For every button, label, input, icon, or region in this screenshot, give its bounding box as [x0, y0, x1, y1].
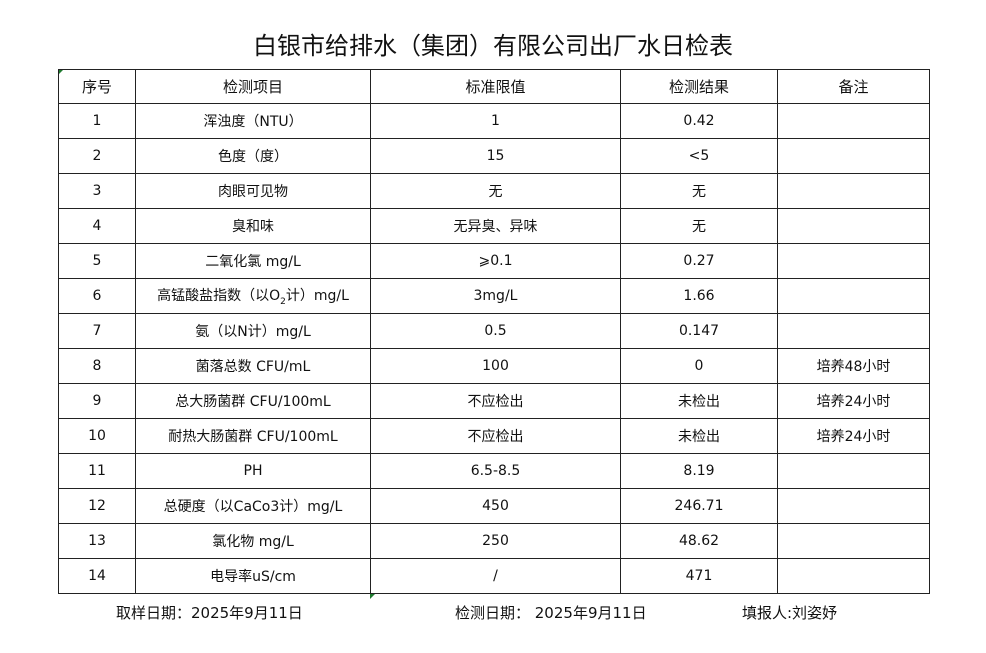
cell-text: 高锰酸盐指数（以O	[157, 288, 281, 305]
table-cell: 3	[58, 173, 136, 209]
table-cell: 1	[58, 103, 136, 139]
table-cell: 色度（度）	[135, 138, 371, 174]
table-cell: 1.66	[620, 278, 778, 314]
page-title: 白银市给排水（集团）有限公司出厂水日检表	[253, 32, 733, 60]
table-cell: 无异臭、异味	[370, 208, 621, 244]
table-cell	[777, 243, 930, 279]
table-cell: 11	[58, 453, 136, 489]
table-cell: 0	[620, 348, 778, 384]
table-cell: 总硬度（以CaCo3计）mg/L	[135, 488, 371, 524]
table-cell	[777, 488, 930, 524]
table-cell: /	[370, 558, 621, 594]
table-cell: 6.5-8.5	[370, 453, 621, 489]
table-row: 6 高锰酸盐指数（以O2计）mg/L 3mg/L 1.66	[58, 278, 930, 314]
table-cell: 12	[58, 488, 136, 524]
table-cell: 培养48小时	[777, 348, 930, 384]
table-cell	[777, 278, 930, 314]
table-cell	[777, 103, 930, 139]
table-row: 4 臭和味 无异臭、异味无	[58, 208, 930, 244]
table-cell: 总大肠菌群 CFU/100mL	[135, 383, 371, 419]
table-cell: <5	[620, 138, 778, 174]
column-header: 检测结果	[620, 69, 778, 104]
table-row: 2 色度（度） 15 <5	[58, 138, 930, 174]
table-cell: 100	[370, 348, 621, 384]
table-row: 9 总大肠菌群 CFU/100mL 不应检出 未检出 培养24小时	[58, 383, 930, 419]
table-cell	[777, 173, 930, 209]
table-cell: 氨（以N计）mg/L	[135, 313, 371, 349]
table-cell: 13	[58, 523, 136, 559]
table-cell: 10	[58, 418, 136, 454]
table-cell: 246.71	[620, 488, 778, 524]
table-cell	[777, 208, 930, 244]
cell-text: 2	[280, 296, 286, 307]
table-cell: 臭和味	[135, 208, 371, 244]
table-cell: 培养24小时	[777, 383, 930, 419]
table-cell: 不应检出	[370, 383, 621, 419]
table-cell: 0.42	[620, 103, 778, 139]
cell-marker	[370, 593, 376, 599]
table-cell: 0.147	[620, 313, 778, 349]
table-cell: 450	[370, 488, 621, 524]
table-cell: 不应检出	[370, 418, 621, 454]
column-header: 备注	[777, 69, 930, 104]
table-cell: 未检出	[620, 418, 778, 454]
test-date: 检测日期： 2025年9月11日	[455, 604, 647, 622]
table-cell: 15	[370, 138, 621, 174]
table-cell: 培养24小时	[777, 418, 930, 454]
table-cell: 无	[370, 173, 621, 209]
table-cell	[777, 558, 930, 594]
table-cell: 471	[620, 558, 778, 594]
reporter: 填报人:刘姿妤	[742, 604, 838, 622]
table-cell: 6	[58, 278, 136, 314]
inspection-table: 序号 检测项目 标准限值 检测结果 备注 1 浑浊度（NTU） 1 0.42 2 色度（度） 15 <5…	[58, 69, 930, 594]
table-cell: 7	[58, 313, 136, 349]
table-cell	[777, 313, 930, 349]
column-header: 序号	[58, 69, 136, 104]
table-cell: 9	[58, 383, 136, 419]
table-cell: 0.5	[370, 313, 621, 349]
table-row: 14 电导率uS/cm/471	[58, 558, 930, 594]
table-cell: 8.19	[620, 453, 778, 489]
table-cell: 未检出	[620, 383, 778, 419]
table-cell	[777, 453, 930, 489]
table-row: 12 总硬度（以CaCo3计）mg/L 450 246.71	[58, 488, 930, 524]
table-cell	[777, 138, 930, 174]
table-row: 7 氨（以N计）mg/L 0.5 0.147	[58, 313, 930, 349]
table-row: 3 肉眼可见物无无	[58, 173, 930, 209]
table-row: 13 氯化物 mg/L 250 48.62	[58, 523, 930, 559]
table-cell: 8	[58, 348, 136, 384]
table-row: 1 浑浊度（NTU） 1 0.42	[58, 103, 930, 139]
table-cell: 3mg/L	[370, 278, 621, 314]
table-header: 序号 检测项目 标准限值 检测结果 备注	[58, 69, 930, 104]
table-cell: 5	[58, 243, 136, 279]
sample-date: 取样日期：2025年9月11日	[116, 604, 303, 622]
cell-text: 计）mg/L	[285, 288, 349, 305]
table-row: 10 耐热大肠菌群 CFU/100mL 不应检出 未检出 培养24小时	[58, 418, 930, 454]
column-header: 检测项目	[135, 69, 371, 104]
table-cell: 2	[58, 138, 136, 174]
table-row: 8 菌落总数 CFU/mL 100 0 培养48小时	[58, 348, 930, 384]
table-cell: 14	[58, 558, 136, 594]
table-cell: 耐热大肠菌群 CFU/100mL	[135, 418, 371, 454]
table-cell: 电导率uS/cm	[135, 558, 371, 594]
table-cell: 菌落总数 CFU/mL	[135, 348, 371, 384]
table-cell: 高锰酸盐指数（以O2计）mg/L	[135, 278, 371, 314]
table-cell: 0.27	[620, 243, 778, 279]
table-cell: 250	[370, 523, 621, 559]
table-cell: PH	[135, 453, 371, 489]
table-cell	[777, 523, 930, 559]
table-cell: 无	[620, 173, 778, 209]
table-cell: ⩾0.1	[370, 243, 621, 279]
table-cell: 氯化物 mg/L	[135, 523, 371, 559]
table-cell: 二氧化氯 mg/L	[135, 243, 371, 279]
table-cell: 无	[620, 208, 778, 244]
table-cell: 4	[58, 208, 136, 244]
table-cell: 浑浊度（NTU）	[135, 103, 371, 139]
table-row: 5 二氧化氯 mg/L ⩾0.1 0.27	[58, 243, 930, 279]
table-cell: 1	[370, 103, 621, 139]
table-row: 11 PH 6.5-8.5 8.19	[58, 453, 930, 489]
table-cell: 肉眼可见物	[135, 173, 371, 209]
column-header: 标准限值	[370, 69, 621, 104]
table-cell: 48.62	[620, 523, 778, 559]
